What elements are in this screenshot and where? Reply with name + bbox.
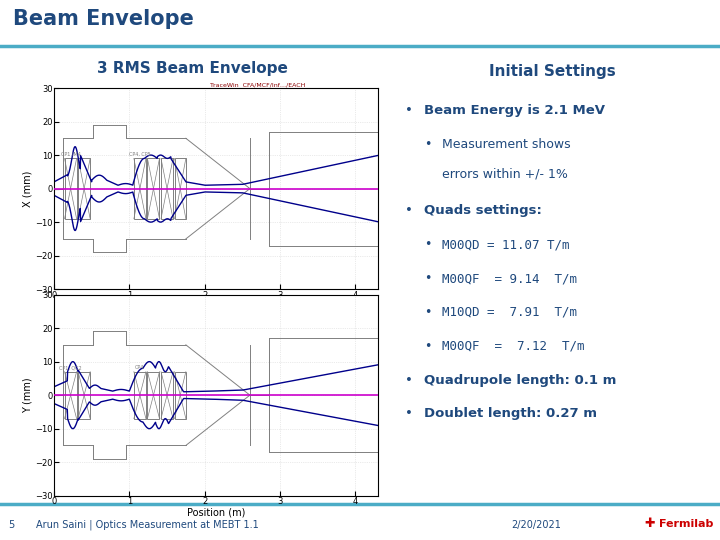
Text: Arun Saini | Optics Measurement at MEBT 1.1: Arun Saini | Optics Measurement at MEBT … — [36, 520, 258, 530]
Bar — [174, 372, 186, 418]
Bar — [78, 158, 90, 219]
Bar — [148, 158, 160, 219]
X-axis label: Position (m): Position (m) — [186, 508, 246, 517]
Text: •: • — [423, 340, 431, 353]
Text: Fermilab: Fermilab — [659, 519, 714, 529]
Text: Quads settings:: Quads settings: — [423, 205, 541, 218]
Text: M00QF  = 9.14  T/m: M00QF = 9.14 T/m — [442, 272, 577, 285]
Text: TraceWin  CFA/MCF/Inf…/EACH: TraceWin CFA/MCF/Inf…/EACH — [210, 82, 305, 87]
Text: CP4, CP5: CP4, CP5 — [129, 152, 150, 157]
Text: •: • — [423, 272, 431, 285]
Text: CP1 /M4: CP1 /M4 — [60, 152, 81, 157]
Bar — [78, 372, 90, 418]
Bar — [134, 158, 146, 219]
Bar — [148, 372, 160, 418]
Text: •: • — [405, 407, 413, 420]
Bar — [161, 158, 173, 219]
Text: 5: 5 — [9, 520, 15, 530]
Text: Doublet length: 0.27 m: Doublet length: 0.27 m — [423, 407, 597, 420]
Y-axis label: Y (mm): Y (mm) — [22, 377, 32, 413]
Text: •: • — [405, 205, 413, 218]
Text: Initial Settings: Initial Settings — [489, 64, 616, 79]
Bar — [134, 372, 146, 418]
Text: ✚: ✚ — [644, 517, 655, 530]
Text: 3 RMS Beam Envelope: 3 RMS Beam Envelope — [97, 62, 288, 77]
Text: •: • — [405, 374, 413, 387]
Text: •: • — [405, 104, 413, 117]
Y-axis label: X (mm): X (mm) — [22, 171, 32, 207]
Text: M00QD = 11.07 T/m: M00QD = 11.07 T/m — [442, 238, 570, 251]
Text: •: • — [423, 138, 431, 151]
Bar — [174, 158, 186, 219]
Text: •: • — [423, 238, 431, 251]
Text: M00QF  =  7.12  T/m: M00QF = 7.12 T/m — [442, 340, 585, 353]
Text: 2/20/2021: 2/20/2021 — [511, 520, 561, 530]
Text: CP1, QC2: CP1, QC2 — [59, 365, 82, 370]
Text: Quadrupole length: 0.1 m: Quadrupole length: 0.1 m — [423, 374, 616, 387]
Text: CP4: CP4 — [135, 365, 145, 370]
Text: errors within +/- 1%: errors within +/- 1% — [442, 167, 568, 180]
Text: Beam Envelope: Beam Envelope — [13, 9, 194, 29]
Bar — [65, 372, 76, 418]
X-axis label: Position (m): Position (m) — [186, 301, 246, 311]
Bar — [161, 372, 173, 418]
Text: •: • — [423, 306, 431, 319]
Text: M10QD =  7.91  T/m: M10QD = 7.91 T/m — [442, 306, 577, 319]
Bar — [65, 158, 76, 219]
Text: Beam Energy is 2.1 MeV: Beam Energy is 2.1 MeV — [423, 104, 605, 117]
Text: Measurement shows: Measurement shows — [442, 138, 571, 151]
